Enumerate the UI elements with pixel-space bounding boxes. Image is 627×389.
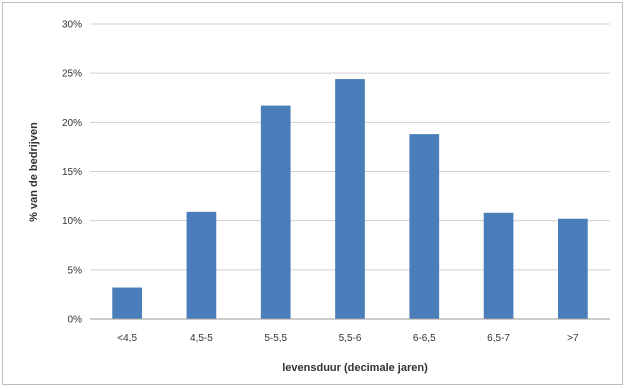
bar: [112, 287, 142, 319]
bar: [558, 218, 588, 319]
x-tick-label: 6-6,5: [413, 333, 436, 344]
y-tick-label: 5%: [68, 265, 83, 276]
x-tick-labels: <4,5 4,5-5 5-5,5 5,5-6 6-6,5 6,5-7 >7: [117, 333, 579, 344]
y-tick-label: 25%: [62, 69, 82, 80]
x-tick-label: >7: [567, 333, 579, 344]
gridlines: [90, 23, 610, 271]
x-tick-label: 6,5-7: [487, 333, 510, 344]
bars: [112, 79, 588, 319]
bar: [335, 79, 365, 319]
bar: [409, 134, 440, 319]
x-axis-title: levensduur (decimale jaren): [282, 362, 428, 374]
y-tick-label: 15%: [62, 167, 82, 178]
x-tick-label: 4,5-5: [190, 333, 213, 344]
bar: [483, 212, 514, 319]
y-tick-label: 10%: [62, 216, 82, 227]
chart-frame: [2, 2, 623, 385]
x-tick-label: <4,5: [117, 333, 137, 344]
bar: [186, 211, 217, 319]
x-tick-label: 5-5,5: [264, 333, 287, 344]
y-tick-label: 0%: [68, 315, 83, 326]
y-axis-title: % van de bedrijven: [28, 122, 40, 222]
y-tick-label: 20%: [62, 118, 82, 129]
y-tick-labels: 0% 5% 10% 15% 20% 25% 30%: [62, 20, 82, 326]
y-tick-label: 30%: [62, 20, 82, 31]
bar: [260, 105, 291, 319]
x-tick-label: 5,5-6: [339, 333, 362, 344]
